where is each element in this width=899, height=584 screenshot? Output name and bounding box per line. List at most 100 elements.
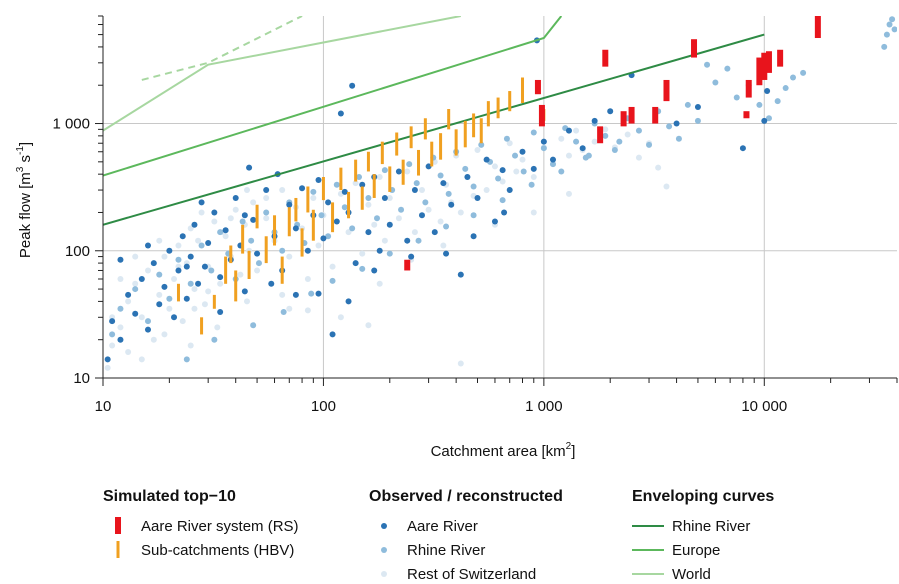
data-point-rhine-river	[611, 146, 618, 153]
data-point-aare-river	[371, 267, 378, 274]
data-point-rhine-river	[503, 135, 510, 142]
data-point-aare-river	[187, 253, 194, 260]
data-point-rhine-river	[558, 168, 565, 175]
data-point-aare-river	[386, 221, 393, 228]
data-point-aare-river	[457, 271, 464, 278]
data-point-aare-river	[329, 331, 336, 338]
hbv-range-bar	[234, 270, 238, 302]
data-point-rest-of-switzerland	[530, 173, 537, 180]
data-point-rhine-river	[398, 206, 405, 213]
data-point-rhine-river	[528, 181, 535, 188]
data-point-rest-of-switzerland	[171, 275, 178, 282]
data-point-rest-of-switzerland	[483, 187, 490, 194]
data-point-rest-of-switzerland	[161, 331, 168, 338]
data-point-rhine-river	[349, 225, 356, 232]
aare-rs-range-bar	[620, 111, 627, 127]
data-point-rest-of-switzerland	[150, 336, 157, 343]
legend-item-label: Rhine River	[407, 542, 485, 559]
hbv-range-bar	[311, 209, 315, 241]
x-tick-label: 1 000	[525, 398, 563, 415]
hbv-range-bar	[409, 126, 413, 149]
data-point-rest-of-switzerland	[530, 209, 537, 216]
data-point-rest-of-switzerland	[109, 342, 116, 349]
data-point-aare-river	[175, 267, 182, 274]
legend-marker-bar	[116, 541, 120, 558]
data-point-aare-river	[171, 314, 178, 321]
axes: 10 100 1 000 10 000 10 100 1 000	[52, 15, 898, 415]
data-point-rhine-river	[883, 31, 890, 38]
hbv-range-bar	[255, 204, 259, 229]
hbv-range-bar	[486, 101, 490, 127]
legend-marker-dot	[381, 523, 387, 529]
data-point-rhine-river	[166, 295, 173, 302]
data-point-rhine-river	[413, 180, 420, 187]
data-point-rhine-river	[756, 101, 763, 108]
data-point-rhine-river	[355, 173, 362, 180]
hbv-range-bar	[280, 256, 284, 284]
data-point-rhine-river	[462, 165, 469, 172]
data-point-aare-river	[365, 229, 372, 236]
data-point-aare-river	[464, 173, 471, 180]
data-point-rest-of-switzerland	[156, 237, 163, 244]
data-point-aare-river	[241, 212, 248, 219]
data-point-aare-river	[345, 298, 352, 305]
data-point-rhine-river	[208, 267, 215, 274]
data-point-rhine-river	[187, 280, 194, 287]
data-point-rhine-river	[255, 260, 262, 267]
data-point-rhine-river	[437, 172, 444, 179]
data-point-aare-river	[470, 233, 477, 240]
aare-rs-range-bar	[652, 106, 659, 124]
data-point-rhine-river	[549, 161, 556, 168]
data-point-rhine-river	[248, 237, 255, 244]
data-point-aare-river	[254, 250, 261, 257]
axis-labels: Catchment area [km2] Peak flow [m3 s-1]	[15, 142, 575, 460]
aare-rs-range-bar	[538, 104, 545, 127]
data-point-rhine-river	[144, 318, 151, 325]
data-point-aare-river	[491, 218, 498, 225]
data-point-aare-river	[341, 188, 348, 195]
data-point-rest-of-switzerland	[411, 229, 418, 236]
data-point-rhine-river	[443, 223, 450, 230]
scatter-points	[104, 16, 897, 371]
aare-rs-range-bar	[745, 79, 752, 98]
data-point-aare-river	[179, 233, 186, 240]
data-point-rest-of-switzerland	[138, 356, 145, 363]
data-point-rhine-river	[889, 16, 896, 23]
data-point-aare-river	[440, 180, 447, 187]
grid	[103, 16, 897, 378]
data-point-rest-of-switzerland	[624, 131, 631, 138]
data-point-aare-river	[591, 117, 598, 124]
data-point-rest-of-switzerland	[519, 156, 526, 163]
data-point-rest-of-switzerland	[125, 298, 132, 305]
data-point-aare-river	[292, 291, 299, 298]
data-point-rhine-river	[666, 123, 673, 130]
data-point-rest-of-switzerland	[132, 253, 139, 260]
data-point-aare-river	[109, 318, 116, 325]
data-point-rest-of-switzerland	[506, 140, 513, 147]
data-point-rest-of-switzerland	[138, 314, 145, 321]
hbv-range-bar	[339, 167, 343, 191]
data-point-rest-of-switzerland	[655, 164, 662, 171]
data-point-rest-of-switzerland	[191, 286, 198, 293]
data-point-rest-of-switzerland	[117, 275, 124, 282]
data-point-aare-river	[205, 240, 212, 247]
data-point-rest-of-switzerland	[227, 215, 234, 222]
aare-rs-range-bar	[756, 57, 763, 86]
data-point-aare-river	[501, 209, 508, 216]
data-point-rhine-river	[280, 309, 287, 316]
data-point-aare-river	[607, 108, 614, 115]
data-point-rest-of-switzerland	[404, 168, 411, 175]
data-point-rest-of-switzerland	[635, 154, 642, 161]
hbv-range-bar	[347, 191, 351, 219]
aare-rs-range-bar	[597, 126, 604, 144]
data-point-rest-of-switzerland	[329, 263, 336, 270]
data-point-aare-river	[232, 194, 239, 201]
data-point-aare-river	[761, 117, 768, 124]
data-point-rhine-river	[156, 271, 163, 278]
legend-item-label: Rhine River	[672, 518, 750, 535]
data-point-rest-of-switzerland	[214, 324, 221, 331]
data-point-rest-of-switzerland	[211, 218, 218, 225]
data-point-rest-of-switzerland	[279, 187, 286, 194]
